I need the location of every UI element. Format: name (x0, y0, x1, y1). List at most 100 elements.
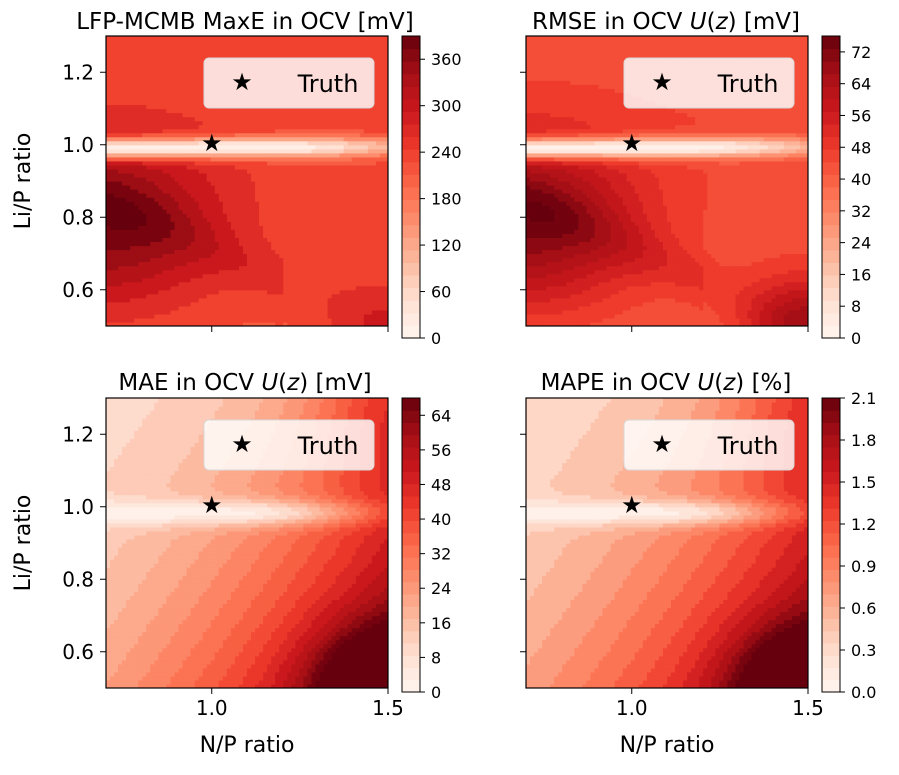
heatmap-cell (319, 201, 325, 206)
heatmap-cell (287, 217, 292, 222)
heatmap-cell (210, 197, 216, 202)
heatmap-cell (166, 313, 172, 319)
heatmap-cell (166, 176, 172, 182)
heatmap-cell (206, 52, 212, 57)
heatmap-cell (170, 100, 176, 106)
heatmap-cell (315, 48, 321, 53)
heatmap-cell (146, 60, 151, 65)
heatmap-cell (255, 277, 260, 283)
heatmap-cell (214, 172, 220, 178)
heatmap-cell (238, 152, 244, 158)
heatmap-cell (126, 277, 131, 283)
heatmap-cell (222, 205, 228, 210)
heatmap-cell (178, 40, 184, 45)
heatmap-cell (106, 148, 111, 154)
heatmap-cell (134, 305, 139, 311)
heatmap-cell (234, 245, 240, 251)
heatmap-cell (182, 293, 188, 299)
heatmap-cell (150, 136, 155, 142)
heatmap-cell (295, 301, 300, 307)
heatmap-cell (247, 317, 252, 323)
heatmap-cell (295, 217, 300, 222)
heatmap-cell (379, 124, 385, 130)
heatmap-cell (355, 40, 361, 45)
heatmap-cell (202, 40, 208, 45)
heatmap-cell (327, 164, 333, 170)
heatmap-cell (134, 281, 139, 287)
heatmap-cell (323, 257, 329, 263)
heatmap-cell (267, 140, 272, 146)
heatmap-cell (331, 48, 337, 53)
heatmap-cell (291, 237, 296, 243)
heatmap-cell (158, 293, 163, 299)
heatmap-cell (238, 229, 244, 234)
heatmap-cell (158, 112, 163, 118)
heatmap-cell (355, 128, 361, 134)
heatmap-cell (287, 237, 292, 243)
heatmap-cell (190, 257, 196, 263)
heatmap-cell (174, 221, 180, 226)
heatmap-cell (118, 164, 123, 170)
heatmap-cell (206, 144, 212, 150)
heatmap-cell (375, 233, 381, 238)
heatmap-cell (118, 317, 123, 323)
heatmap-cell (114, 160, 119, 166)
heatmap-cell (283, 233, 288, 238)
heatmap-cell (355, 116, 361, 122)
heatmap-cell (267, 201, 272, 206)
heatmap-cell (158, 269, 163, 275)
heatmap-cell (339, 189, 345, 194)
heatmap-cell (146, 229, 151, 234)
heatmap-cell (327, 213, 333, 218)
heatmap-cell (279, 120, 284, 126)
heatmap-cell (206, 229, 212, 234)
heatmap-cell (375, 112, 381, 118)
heatmap-cell (355, 185, 361, 190)
heatmap-cell (226, 156, 232, 162)
heatmap-cell (255, 181, 260, 186)
heatmap-cell (371, 40, 377, 45)
heatmap-cell (242, 168, 248, 174)
heatmap-cell (206, 160, 212, 166)
heatmap-cell (247, 273, 252, 279)
heatmap-cell (174, 225, 180, 230)
heatmap-cell (114, 36, 119, 41)
heatmap-cell (319, 205, 325, 210)
heatmap-cell (202, 281, 208, 287)
heatmap-cell (283, 112, 288, 118)
heatmap-cell (295, 281, 300, 287)
heatmap-cell (343, 225, 349, 230)
heatmap-cell (371, 237, 377, 243)
heatmap-cell (371, 160, 377, 166)
heatmap-cell (142, 309, 147, 315)
heatmap-cell (355, 305, 361, 311)
heatmap-cell (242, 120, 248, 126)
heatmap-cell (279, 301, 284, 307)
heatmap-cell (218, 293, 224, 299)
heatmap-cell (351, 301, 357, 307)
heatmap-cell (371, 128, 377, 134)
heatmap-cell (118, 140, 123, 146)
heatmap-cell (186, 305, 192, 311)
heatmap-cell (242, 273, 248, 279)
heatmap-cell (138, 96, 143, 102)
heatmap-cell (251, 144, 256, 150)
heatmap-cell (142, 164, 147, 170)
heatmap-cell (110, 60, 115, 65)
heatmap-cell (319, 293, 325, 299)
heatmap-cell (170, 76, 176, 81)
heatmap-cell (283, 281, 288, 287)
heatmap-cell (226, 305, 232, 311)
heatmap-cell (283, 156, 288, 162)
heatmap-cell (146, 152, 151, 158)
heatmap-cell (138, 36, 143, 41)
heatmap-cell (311, 181, 317, 186)
heatmap-cell (275, 257, 280, 263)
heatmap-cell (182, 225, 188, 230)
heatmap-cell (271, 221, 276, 226)
heatmap-cell (263, 148, 268, 154)
heatmap-cell (279, 285, 284, 291)
heatmap-cell (202, 317, 208, 323)
heatmap-cell (110, 52, 115, 57)
heatmap-cell (170, 185, 176, 190)
